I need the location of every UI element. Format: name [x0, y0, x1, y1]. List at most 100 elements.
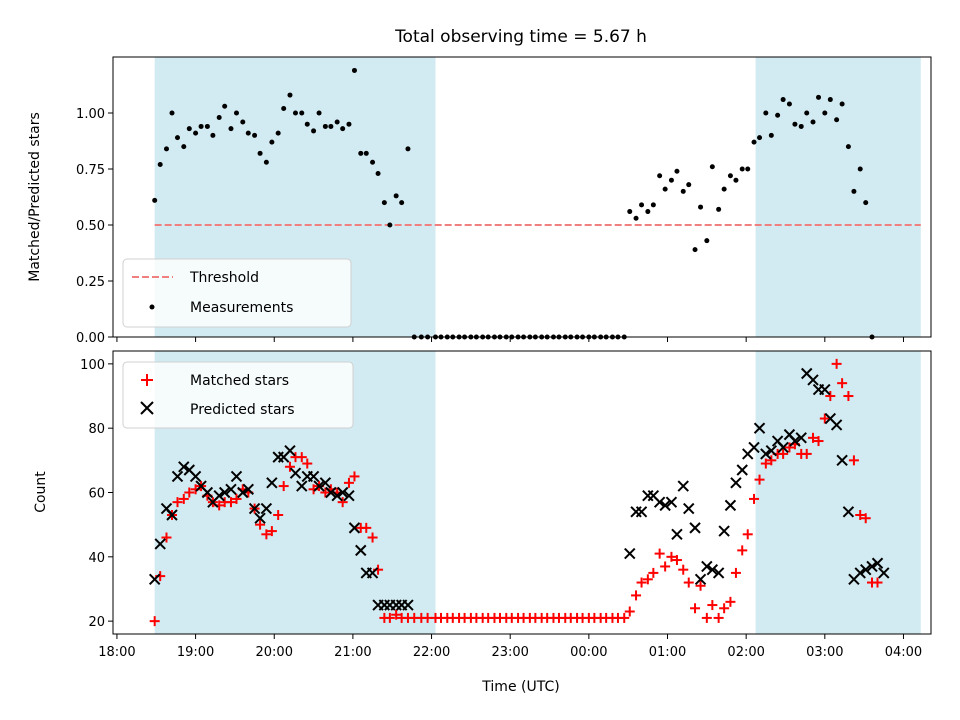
measurement-point [727, 173, 733, 179]
matched-star-point [278, 481, 289, 492]
x-tick-label: 00:00 [570, 645, 607, 660]
predicted-star-point [325, 486, 337, 499]
matched-star-point [161, 532, 172, 543]
matched-star-point [713, 612, 724, 623]
measurement-point [381, 200, 387, 206]
measurement-point [363, 150, 369, 156]
matched-star-point [749, 493, 760, 504]
predicted-star-point [871, 557, 884, 569]
observing-window-2 [755, 351, 921, 634]
matched-star-point [302, 458, 313, 469]
legend-predicted-swatch [140, 401, 154, 415]
matched-star-point [320, 487, 331, 498]
measurement-point [810, 119, 816, 125]
predicted-star-point [319, 477, 332, 489]
measurement-point [169, 110, 175, 116]
matched-star-point [766, 455, 777, 466]
matched-star-point [343, 477, 354, 488]
predicted-star-point [830, 419, 843, 431]
predicted-star-point [878, 567, 890, 579]
measurement-point [152, 197, 158, 203]
measurement-point [822, 110, 828, 116]
measurement-point [198, 123, 204, 129]
matched-star-point [255, 519, 266, 530]
matched-star-point [855, 510, 866, 521]
matched-star-point [808, 432, 819, 443]
matched-star-point [384, 612, 395, 623]
x-tick-label: 20:00 [256, 645, 293, 660]
matched-star-point [760, 458, 771, 469]
measurement-point [845, 144, 851, 150]
measurement-point [627, 209, 633, 215]
measurement-point [157, 162, 163, 168]
matched-star-point [843, 391, 854, 402]
matched-star-point [184, 487, 195, 498]
measurement-point [387, 222, 393, 228]
measurement-point [216, 114, 222, 120]
measurement-point [346, 121, 352, 127]
predicted-star-point [671, 528, 683, 541]
matched-star-point [619, 612, 630, 623]
matched-star-point [701, 612, 712, 623]
measurement-point [204, 123, 210, 129]
measurement-point [193, 130, 199, 136]
matched-star-point [172, 497, 183, 508]
predicted-star-point [706, 563, 719, 576]
observing-window-2 [755, 57, 921, 337]
measurement-point [721, 186, 727, 192]
matched-star-point [725, 596, 736, 607]
predicted-star-point [148, 573, 161, 586]
predicted-star-point [189, 470, 202, 483]
measurement-point [210, 132, 216, 138]
measurement-point [233, 110, 239, 116]
predicted-star-point [307, 470, 320, 483]
predicted-star-point [355, 544, 367, 557]
legend-matched-label: Matched stars [190, 373, 289, 389]
matched-star-point [636, 577, 647, 588]
matched-star-point [683, 577, 694, 588]
ratio-panel: 0.00 0.25 0.50 0.75 1.00 Matched/Predicted s… [27, 56, 932, 346]
predicted-star-point [266, 477, 278, 489]
predicted-star-point [760, 448, 772, 460]
predicted-star-point [795, 432, 807, 444]
matched-star-point [261, 529, 272, 540]
matched-star-point [778, 448, 789, 459]
measurement-point [351, 67, 357, 73]
measurement-point [768, 132, 774, 138]
matched-star-point [266, 526, 277, 537]
predicted-star-point [659, 499, 671, 512]
measurement-point [639, 202, 645, 208]
top-y-axis-label: Matched/Predicted stars [27, 112, 43, 282]
matched-star-point [296, 452, 307, 463]
measurement-point [228, 126, 234, 132]
y-tick-label: 1.00 [76, 107, 105, 122]
top-axes-frame [112, 56, 932, 338]
matched-star-point [361, 522, 372, 533]
measurement-point [304, 121, 310, 127]
count-panel: 20 40 60 80 100 18:00 19:00 20:00 21:00 22:00 23:… [33, 350, 932, 695]
measurement-point [863, 200, 869, 206]
measurement-point [698, 204, 704, 210]
predicted-star-point [653, 496, 666, 508]
predicted-star-point [789, 435, 801, 447]
matched-star-point [813, 436, 824, 447]
measurement-point [650, 202, 656, 208]
predicted-star-point [313, 480, 325, 492]
measurement-point [645, 209, 651, 215]
matched-star-point [872, 577, 883, 588]
measurement-point [334, 119, 340, 125]
predicted-star-point [343, 490, 355, 502]
measurement-point [240, 119, 246, 125]
measurement-point [163, 146, 169, 152]
y-tick-label: 100 [80, 358, 105, 373]
x-tick-label: 23:00 [491, 645, 528, 660]
measurement-point [709, 164, 715, 170]
matched-star-point [737, 545, 748, 556]
measurement-point [716, 206, 722, 212]
predicted-star-point [402, 599, 414, 611]
predicted-star-point [289, 467, 302, 479]
measurement-point [662, 186, 668, 192]
matched-star-point [284, 461, 295, 472]
predicted-star-point [748, 441, 760, 454]
